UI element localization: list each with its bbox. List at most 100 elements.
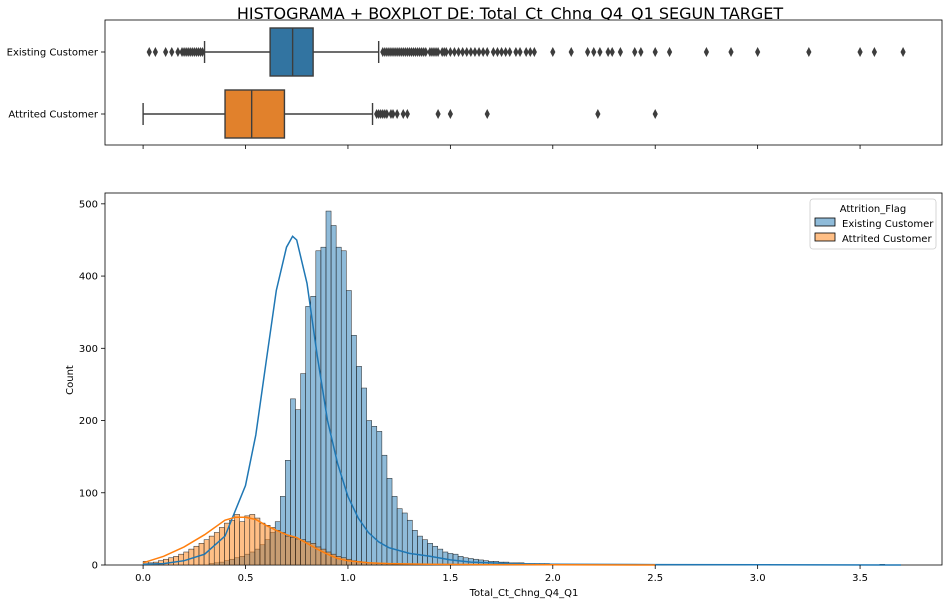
histogram-bar	[427, 543, 433, 566]
outlier-point	[498, 47, 505, 57]
outlier-point	[900, 47, 906, 57]
histogram-bar	[305, 306, 311, 566]
histogram-y-tick-label: 100	[79, 488, 98, 499]
histogram-bar	[254, 517, 261, 566]
histogram-bar	[173, 556, 179, 566]
outlier-point	[480, 47, 486, 57]
histogram-bar	[391, 496, 398, 566]
histogram-x-tick-label: 3.0	[750, 573, 766, 584]
histogram-bar	[239, 521, 245, 566]
outlier-point	[523, 47, 529, 57]
outlier-point	[857, 47, 863, 57]
histogram-bar	[285, 535, 291, 566]
histogram-bar	[295, 538, 301, 566]
legend: Attrition_Flag Existing Customer Attrite…	[809, 198, 937, 250]
histogram-bar	[340, 250, 347, 566]
outlier-point	[175, 47, 181, 57]
outlier-point	[447, 47, 453, 57]
histogram-bar	[229, 519, 235, 566]
histogram-bar	[315, 250, 322, 566]
legend-box	[809, 198, 937, 250]
histogram-bar	[183, 551, 190, 566]
histogram-bar	[346, 290, 352, 566]
outlier-point	[806, 47, 812, 57]
histogram-bar	[249, 514, 256, 566]
histogram-bar	[259, 522, 266, 566]
outlier-point	[728, 47, 734, 57]
outlier-point	[666, 47, 673, 57]
outlier-point	[464, 47, 470, 57]
histogram-panel: 0.0 0.5 1.0 1.5 2.0 2.5 3.0 3.5 0 100 200 300 400 50…	[65, 192, 943, 599]
outlier-point	[591, 47, 597, 57]
histogram-x-tick-label: 2.5	[647, 573, 663, 584]
outlier-point	[476, 47, 482, 57]
legend-swatch-existing	[814, 217, 836, 227]
outlier-point	[605, 47, 611, 57]
box-iqr	[224, 89, 286, 139]
legend-label-existing: Existing Customer	[842, 219, 934, 230]
histogram-x-tick-label: 1.0	[340, 573, 356, 584]
outlier-point	[435, 109, 441, 119]
outlier-point	[755, 47, 761, 57]
histogram-bar	[432, 545, 439, 566]
boxplot-category-label: Attrited Customer	[8, 110, 98, 121]
outlier-point	[484, 109, 490, 119]
outlier-point	[169, 47, 175, 57]
histogram-bar	[300, 373, 306, 566]
outlier-point	[503, 47, 509, 57]
histogram-x-tick-label: 0.0	[135, 573, 151, 584]
outlier-point	[494, 47, 501, 57]
outlier-point	[423, 47, 429, 57]
outlier-point	[490, 47, 496, 57]
outlier-point	[513, 47, 519, 57]
outlier-point	[472, 47, 478, 57]
outlier-point	[404, 109, 410, 119]
legend-title: Attrition_Flag	[840, 204, 907, 215]
histogram-bar	[280, 532, 286, 566]
histogram-x-tick-label: 3.5	[852, 573, 868, 584]
outlier-point	[451, 47, 458, 57]
histogram-bar	[234, 514, 240, 566]
histogram-bar	[422, 539, 428, 566]
outlier-point	[617, 47, 623, 57]
outlier-point	[447, 109, 453, 119]
histogram-bar	[376, 431, 383, 566]
x-axis-label: Total_Ct_Chng_Q4_Q1	[469, 588, 579, 599]
histogram-bar	[168, 557, 174, 566]
outlier-point	[527, 47, 533, 57]
histogram-y-tick-label: 300	[79, 344, 98, 355]
outlier-point	[163, 47, 169, 57]
outlier-point	[199, 47, 206, 57]
outlier-point	[585, 47, 591, 57]
outlier-point	[595, 109, 601, 119]
outlier-point	[468, 47, 474, 57]
histogram-bar	[300, 539, 306, 566]
outlier-point	[400, 109, 406, 119]
legend-swatch-attrited	[814, 232, 836, 242]
histogram-bar	[208, 535, 215, 566]
outlier-point	[517, 47, 523, 57]
outlier-point	[394, 109, 400, 119]
histogram-x-tick-label: 1.5	[442, 573, 458, 584]
y-axis-label: Count	[65, 365, 76, 395]
histogram-bar	[407, 519, 413, 566]
histogram-y-tick-label: 400	[79, 272, 98, 283]
histogram-y-tick-label: 0	[92, 561, 98, 572]
outlier-point	[531, 47, 537, 57]
histogram-x-tick-label: 2.0	[545, 573, 561, 584]
outlier-point	[550, 47, 556, 57]
outlier-point	[384, 109, 390, 119]
histogram-y-tick-label: 500	[79, 199, 98, 210]
histogram-bar	[269, 527, 276, 566]
outlier-point	[435, 47, 441, 57]
histogram-bar	[335, 246, 342, 566]
histogram-bar	[371, 426, 378, 566]
histogram-bar	[351, 335, 357, 566]
histogram-bar	[178, 553, 184, 566]
boxplot-category-label: Existing Customer	[7, 48, 99, 59]
histogram-bar	[412, 530, 418, 566]
histogram-bar	[361, 387, 367, 566]
kde-line	[143, 235, 902, 566]
histogram-bar	[219, 527, 225, 566]
